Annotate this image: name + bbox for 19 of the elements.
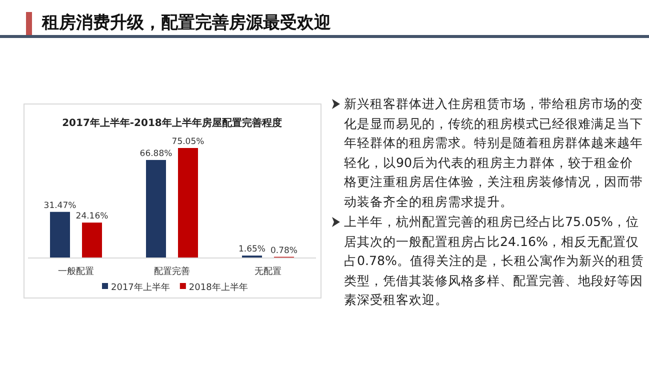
text: 新兴租客群体进入住房租赁市场，带给租房市场的变化是显而易见的，传统的租房模式已经很难满足当下年轻群体的租房需求。特别是随着租房群体越来越年轻化，以90后为代表的租房主力群体，较于租金价格更注重租房居住体验，关注租房装修情况，因而带动装备齐全的租房需求提升。 xyxy=(344,95,644,211)
bar xyxy=(178,148,198,258)
chart-subtitle: 2017年上半年-2018年上半年房屋配置完善程度 xyxy=(62,117,282,129)
x-tick-label: 无配置 xyxy=(254,266,282,277)
text: 上半年，杭州配置完善的租房已经占比75.05%，位居其次的一般配置租房占比24.16%，相反无配置仅占0.78%。值得关注的是，长租公寓作为新兴的租赁类型，凭借其装修风格多样、配置完善、地段好等因素深受租客欢迎。 xyxy=(344,213,646,310)
x-tick-label: 一般配置 xyxy=(58,266,94,277)
legend-label: 2017年上半年 xyxy=(111,282,170,293)
data-label: 0.78% xyxy=(270,246,298,256)
legend-label: 2018年上半年 xyxy=(188,282,248,293)
bar xyxy=(146,160,166,258)
data-label: 24.16% xyxy=(76,212,108,222)
data-label: 66.88% xyxy=(140,148,172,159)
bar xyxy=(50,212,70,258)
data-label: 31.47% xyxy=(44,200,76,211)
chart-title: 租房消费升级，配置完善房源最受欢迎 xyxy=(42,12,331,34)
data-label: 1.65% xyxy=(238,244,266,255)
bar xyxy=(82,222,102,258)
x-tick-label: 配置完善 xyxy=(154,266,190,277)
data-label: 75.05% xyxy=(172,137,204,147)
